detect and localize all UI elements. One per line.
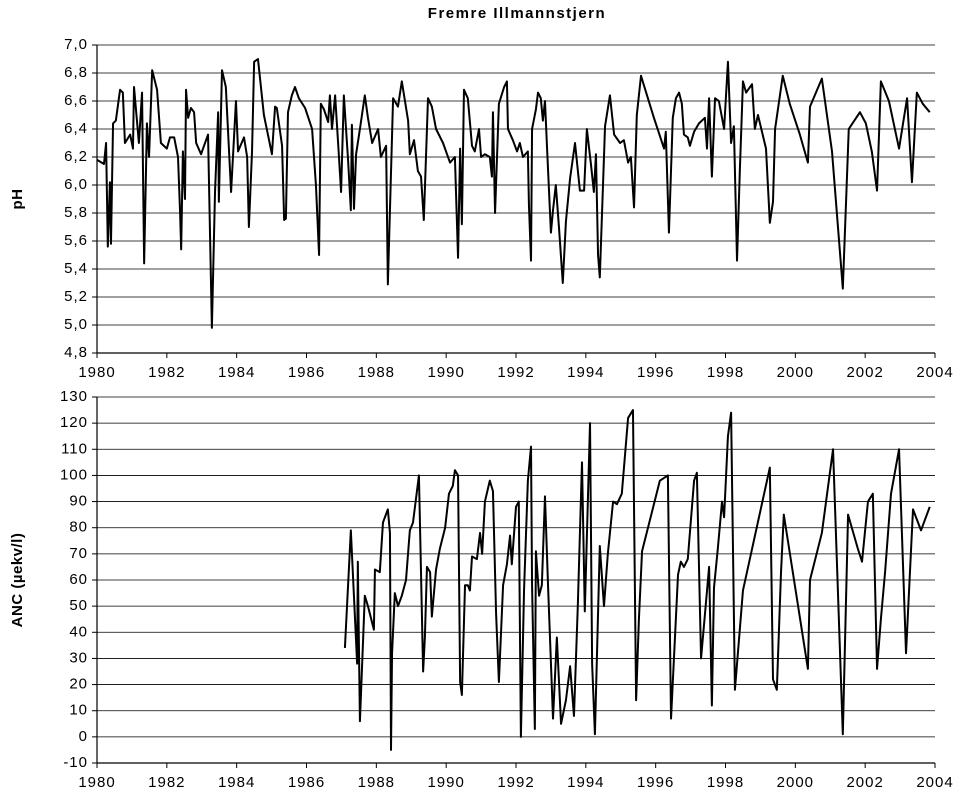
y-tick-label: 20	[69, 676, 88, 693]
x-tick-label: 1998	[707, 774, 744, 791]
y-tick-label: 7,0	[64, 36, 88, 53]
y-tick-label: 6,8	[64, 64, 88, 81]
y-tick-label: 80	[69, 519, 88, 536]
x-tick-label: 1990	[427, 364, 464, 381]
data-line	[343, 409, 931, 751]
y-tick-label: 5,0	[64, 316, 88, 333]
x-tick-label: 2000	[777, 364, 814, 381]
x-tick-label: 2000	[777, 774, 814, 791]
y-tick-label: 5,6	[64, 232, 88, 249]
y-tick-label: 6,2	[64, 148, 88, 165]
x-tick-label: 1998	[707, 364, 744, 381]
x-tick-label: 1984	[218, 364, 255, 381]
y-tick-label: 60	[69, 571, 88, 588]
chart-title: Fremre Illmannstjern	[428, 5, 606, 22]
x-tick-label: 1996	[637, 364, 674, 381]
x-tick-label: 1992	[497, 364, 534, 381]
y-tick-label: 5,8	[64, 204, 88, 221]
y-axis-label: pH	[9, 189, 26, 210]
y-tick-label: 6,6	[64, 92, 88, 109]
x-tick-label: 1988	[358, 774, 395, 791]
y-tick-label: 5,4	[64, 260, 88, 277]
x-tick-label: 2002	[846, 364, 883, 381]
y-tick-label: 40	[69, 623, 88, 640]
x-tick-label: 1980	[78, 364, 115, 381]
y-tick-label: 0	[79, 728, 88, 745]
x-tick-label: 2002	[846, 774, 883, 791]
y-tick-label: 90	[69, 493, 88, 510]
x-tick-label: 2004	[916, 774, 953, 791]
x-tick-label: 1986	[288, 774, 325, 791]
x-tick-label: 2004	[916, 364, 953, 381]
x-tick-label: 1980	[78, 774, 115, 791]
x-tick-label: 1982	[148, 774, 185, 791]
y-tick-label: 100	[60, 466, 88, 483]
y-tick-label: 110	[61, 440, 88, 457]
y-tick-label: 120	[60, 414, 88, 431]
y-tick-label: 10	[69, 702, 88, 719]
y-tick-label: 6,0	[64, 176, 88, 193]
y-tick-label: 130	[60, 388, 88, 405]
x-tick-label: 1988	[358, 364, 395, 381]
y-tick-label: 5,2	[64, 288, 88, 305]
y-tick-label: 6,4	[64, 120, 88, 137]
x-tick-label: 1984	[218, 774, 255, 791]
x-tick-label: 1982	[148, 364, 185, 381]
y-tick-label: 70	[69, 545, 88, 562]
data-line	[96, 58, 931, 329]
x-tick-label: 1994	[567, 364, 604, 381]
x-tick-label: 1986	[288, 364, 325, 381]
x-tick-label: 1996	[637, 774, 674, 791]
y-tick-label: 30	[69, 649, 88, 666]
x-tick-label: 1990	[427, 774, 464, 791]
y-axis-label: ANC (µekv/l)	[9, 533, 26, 628]
x-tick-label: 1992	[497, 774, 534, 791]
x-tick-label: 1994	[567, 774, 604, 791]
y-tick-label: -10	[63, 754, 88, 771]
y-tick-label: 4,8	[64, 344, 88, 361]
y-tick-label: 50	[69, 597, 88, 614]
